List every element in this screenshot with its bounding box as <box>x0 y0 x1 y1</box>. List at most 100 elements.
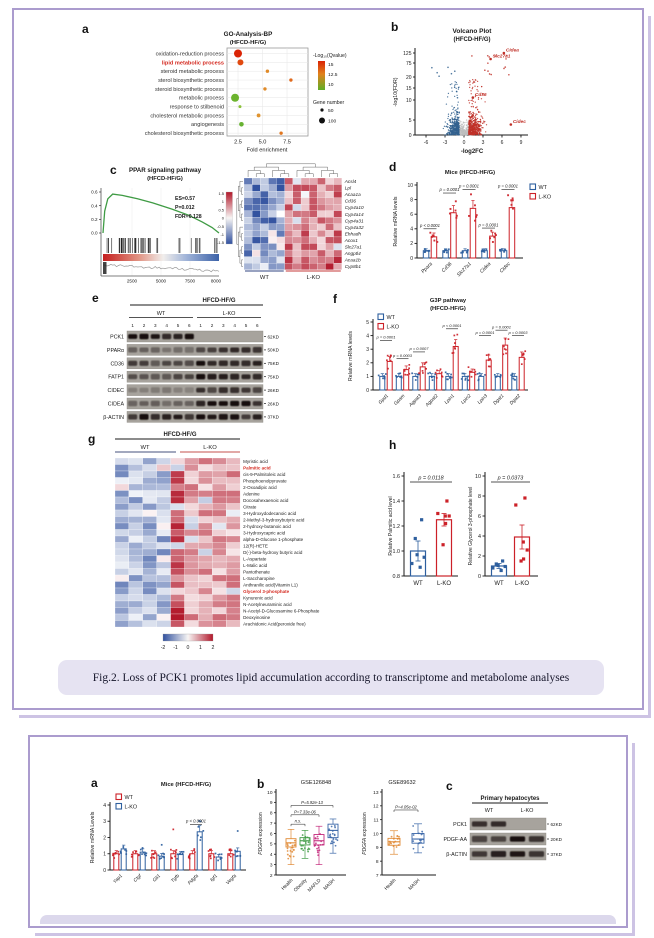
svg-text:L-KO: L-KO <box>223 311 237 317</box>
svg-text:5.0: 5.0 <box>259 140 267 146</box>
panel-letter-b2: b <box>257 777 265 791</box>
svg-text:8000: 8000 <box>211 279 222 284</box>
svg-text:WT: WT <box>387 315 396 321</box>
svg-text:4: 4 <box>478 534 481 540</box>
svg-text:-1.5: -1.5 <box>217 240 225 245</box>
svg-text:10: 10 <box>406 98 412 104</box>
panel-letter-h: h <box>389 438 397 452</box>
svg-text:L-KO: L-KO <box>521 808 535 814</box>
svg-text:1.4: 1.4 <box>393 499 401 505</box>
svg-text:GSE126848: GSE126848 <box>301 780 331 786</box>
svg-text:10: 10 <box>407 183 413 189</box>
svg-text:4: 4 <box>103 803 106 809</box>
svg-text:Cyp4a31: Cyp4a31 <box>345 218 364 223</box>
svg-text:WT: WT <box>539 185 548 191</box>
svg-text:Vegfa: Vegfa <box>225 873 238 886</box>
svg-text:10: 10 <box>328 82 334 88</box>
svg-text:MASH: MASH <box>407 877 421 891</box>
svg-text:n.s.: n.s. <box>295 819 302 824</box>
metab-bars-svg: 0.8 1.0 1.2 1.4 1.6 Relative Palmitic acid le… <box>388 472 538 587</box>
blot-e: HFCD-HF/G WT L-KO 1 2 3 4 5 6 1 2 3 4 5 6 PCK1 62KD PPARα… <box>103 298 280 423</box>
svg-text:Health: Health <box>383 877 397 891</box>
svg-text:p = 0.0003: p = 0.0003 <box>392 353 413 358</box>
svg-text:L-KO: L-KO <box>437 581 451 587</box>
svg-text:Relative mRNA Levels: Relative mRNA Levels <box>90 811 96 863</box>
svg-text:L-KO: L-KO <box>539 194 552 200</box>
panel-letter-a2: a <box>91 776 98 790</box>
svg-text:Phosphoenolpyruvate: Phosphoenolpyruvate <box>243 479 287 484</box>
svg-text:Relative Glycerol 3-phosphate: Relative Glycerol 3-phosphate level <box>468 487 474 566</box>
svg-text:8: 8 <box>376 859 379 865</box>
svg-text:G3P pathway: G3P pathway <box>430 298 467 304</box>
svg-text:Lpin2: Lpin2 <box>460 393 473 406</box>
figure2-caption-text: Fig.2. Loss of PCK1 promotes lipid accum… <box>92 671 570 684</box>
svg-text:1: 1 <box>131 323 134 328</box>
svg-text:0: 0 <box>187 645 190 651</box>
svg-text:2: 2 <box>410 241 413 247</box>
svg-text:-1: -1 <box>220 232 224 237</box>
svg-text:26KD: 26KD <box>268 388 280 393</box>
svg-text:9: 9 <box>376 845 379 851</box>
svg-text:50KD: 50KD <box>268 348 280 353</box>
svg-text:WT: WT <box>485 808 494 814</box>
svg-text:2: 2 <box>211 323 214 328</box>
svg-text:p = 0.0001: p = 0.0001 <box>478 222 499 227</box>
svg-text:8: 8 <box>410 197 413 203</box>
svg-text:4: 4 <box>165 323 168 328</box>
svg-text:50: 50 <box>328 108 334 114</box>
svg-text:0.8: 0.8 <box>393 574 401 580</box>
svg-text:PPAR signaling pathway: PPAR signaling pathway <box>129 167 202 174</box>
svg-text:Palmitic acid: Palmitic acid <box>243 466 271 471</box>
svg-text:p < 0.0001: p < 0.0001 <box>441 323 461 328</box>
svg-text:Cidec: Cidec <box>513 119 526 125</box>
svg-text:0: 0 <box>478 574 481 580</box>
svg-text:62KD: 62KD <box>551 822 563 827</box>
svg-text:L-KO: L-KO <box>307 275 321 281</box>
svg-text:75KD: 75KD <box>268 375 280 380</box>
svg-text:Adenine: Adenine <box>243 492 260 497</box>
svg-text:-6: -6 <box>424 140 429 146</box>
svg-text:0: 0 <box>463 140 466 146</box>
svg-text:FDR=0.128: FDR=0.128 <box>175 214 202 220</box>
svg-text:Lpl: Lpl <box>345 186 352 191</box>
svg-text:Glycerol 3-phosphate: Glycerol 3-phosphate <box>243 589 290 594</box>
gsea-heatmap-svg: PPAR signaling pathway (HFCD-HF/G) 0.6 0.4 0… <box>91 163 364 284</box>
svg-text:steroid biosynthetic process: steroid biosynthetic process <box>155 87 224 93</box>
svg-text:Myristic acid: Myristic acid <box>243 459 268 464</box>
svg-text:WT: WT <box>125 795 134 801</box>
svg-text:β-ACTIN: β-ACTIN <box>103 415 124 421</box>
svg-text:CD36: CD36 <box>110 361 124 367</box>
svg-text:Obesity: Obesity <box>293 877 309 893</box>
svg-text:(HFCD-HF/G): (HFCD-HF/G) <box>430 306 466 312</box>
svg-text:2-Oxoadipic acid: 2-Oxoadipic acid <box>243 485 277 490</box>
svg-text:6: 6 <box>501 140 504 146</box>
svg-text:5: 5 <box>270 842 273 848</box>
svg-text:2.5: 2.5 <box>234 140 242 146</box>
svg-text:Ctgf: Ctgf <box>132 873 143 884</box>
svg-text:12: 12 <box>373 804 379 810</box>
svg-text:Citrate: Citrate <box>243 505 257 510</box>
svg-text:HFCD-HF/G: HFCD-HF/G <box>203 298 236 304</box>
svg-text:Cidea: Cidea <box>479 261 493 275</box>
svg-text:Angptl4: Angptl4 <box>344 251 361 256</box>
svg-text:Relative mRNA levels: Relative mRNA levels <box>348 331 354 381</box>
svg-text:(HFCD-HF/G): (HFCD-HF/G) <box>454 37 491 43</box>
metab-heatmap-svg: HFCD-HF/G WT L-KO Myristic acid Palmitic aci… <box>114 432 320 651</box>
svg-text:1: 1 <box>199 323 202 328</box>
panel-letter-e: e <box>92 291 99 305</box>
panel-a2-mrna-bars: 0 1 2 3 4 Mice (HFCD-HF/G) Relative mRNA Level… <box>86 772 286 912</box>
svg-text:Arachidonic Acid(peroxide free: Arachidonic Acid(peroxide free) <box>243 622 306 627</box>
svg-text:Ppara: Ppara <box>420 261 434 275</box>
svg-text:Volcano Plot: Volcano Plot <box>453 28 493 35</box>
svg-text:Acaa1a: Acaa1a <box>344 192 361 197</box>
svg-text:p = 0.0001: p = 0.0001 <box>439 187 460 192</box>
svg-text:6: 6 <box>188 323 191 328</box>
panel-e-western-blot: HFCD-HF/G WT L-KO 1 2 3 4 5 6 1 2 3 4 5 6 PCK1 62KD PPARα… <box>60 290 355 432</box>
svg-text:0.6: 0.6 <box>91 190 98 195</box>
svg-text:cholesterol metabolic process: cholesterol metabolic process <box>150 113 224 119</box>
svg-text:2500: 2500 <box>127 279 138 284</box>
svg-text:GO-Analysis-BP: GO-Analysis-BP <box>224 31 273 38</box>
svg-text:-log2FC: -log2FC <box>461 149 484 155</box>
svg-text:Ehhadh: Ehhadh <box>345 231 362 236</box>
svg-text:Docosahexaenoic acid: Docosahexaenoic acid <box>243 498 289 503</box>
